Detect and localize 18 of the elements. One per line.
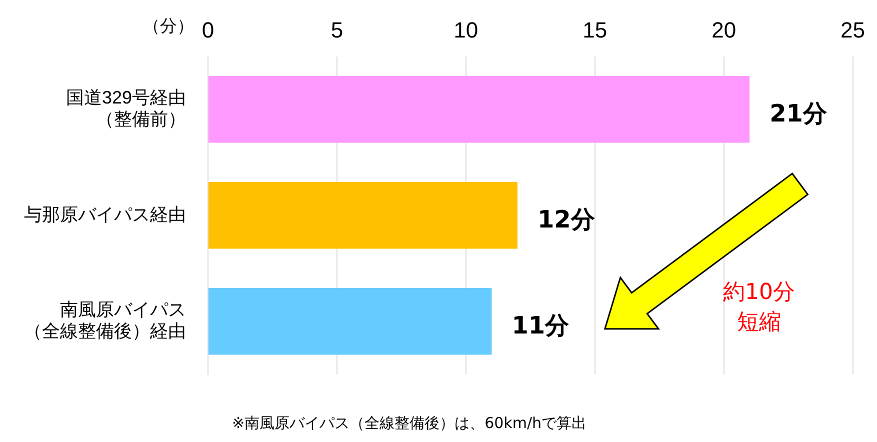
bar — [208, 182, 518, 249]
x-tick-label: 10 — [454, 17, 478, 42]
x-tick-label: 25 — [840, 17, 866, 42]
y-tick-label: 与那原バイパス経由 — [24, 204, 186, 224]
bar — [208, 288, 492, 355]
x-axis-title: （分） — [143, 16, 194, 37]
data-label: 11分 — [512, 312, 570, 340]
x-tick-label: 5 — [330, 17, 344, 42]
y-tick-label: 南風原バイパス（全線整備後）経由 — [24, 300, 186, 342]
bar — [208, 76, 750, 143]
data-label: 12分 — [537, 206, 596, 234]
x-tick-label: 15 — [582, 17, 608, 42]
text: ※南風原バイパス（全線整備後）は、60km/hで算出 — [232, 414, 587, 433]
annotation: 約10分短縮 — [722, 279, 796, 337]
y-tick-label: 国道329号経由（整備前） — [66, 88, 186, 130]
x-tick-label: 0 — [202, 17, 214, 42]
data-label: 21分 — [770, 100, 828, 128]
x-tick-label: 20 — [712, 17, 736, 42]
